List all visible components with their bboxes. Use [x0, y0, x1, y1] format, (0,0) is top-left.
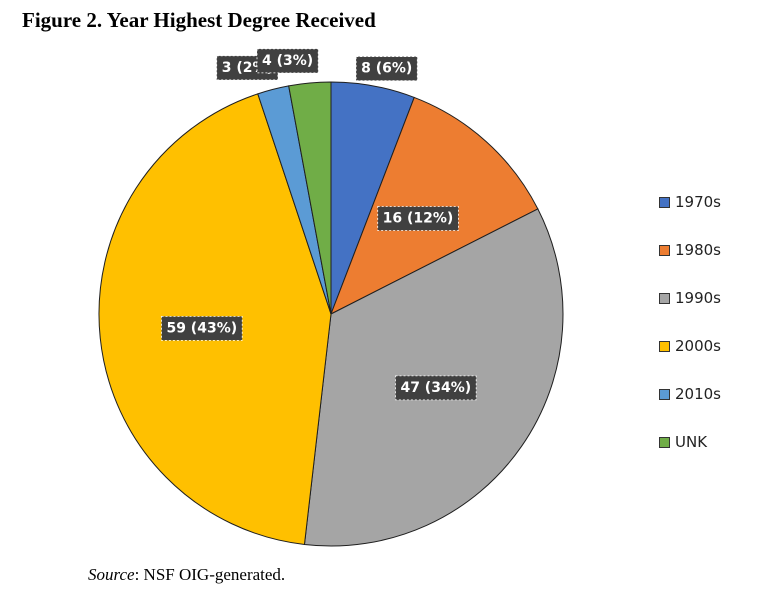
data-labels: 8 (6%)16 (12%)47 (34%)59 (43%)3 (2%)4 (3… — [161, 48, 477, 401]
legend-swatch-1980s — [659, 244, 670, 256]
legend-swatch-1970s — [659, 196, 670, 208]
data-label-box-2000s — [161, 315, 243, 341]
data-label-text-1980s: 16 (12%) — [383, 211, 454, 227]
data-label-box-unk — [256, 48, 319, 74]
data-label-text-1970s: 8 (6%) — [361, 61, 412, 77]
data-label-text-1990s: 47 (34%) — [400, 380, 471, 396]
legend-item-1970s: 1970s — [659, 178, 721, 226]
data-label-text-unk: 4 (3%) — [262, 53, 313, 69]
legend-label-2000s: 2000s — [675, 337, 721, 355]
data-label-2000s: 59 (43%) — [161, 315, 243, 341]
source-note: Source: NSF OIG-generated. — [88, 565, 285, 585]
legend-item-2010s: 2010s — [659, 370, 721, 418]
data-label-1970s: 8 (6%) — [355, 56, 418, 81]
legend-swatch-unk — [659, 436, 670, 448]
legend-swatch-2000s — [659, 340, 670, 352]
legend-swatch-1990s — [659, 292, 670, 304]
source-text: : NSF OIG-generated. — [134, 565, 286, 584]
data-label-box-1980s — [377, 206, 459, 231]
legend-item-1990s: 1990s — [659, 274, 721, 322]
legend-item-unk: UNK — [659, 418, 721, 466]
data-label-1980s: 16 (12%) — [377, 206, 459, 231]
legend: 1970s 1980s 1990s 2000s 2010s UNK — [659, 178, 721, 466]
legend-label-2010s: 2010s — [675, 385, 721, 403]
legend-label-1970s: 1970s — [675, 193, 721, 211]
legend-item-2000s: 2000s — [659, 322, 721, 370]
legend-label-1980s: 1980s — [675, 241, 721, 259]
figure-title: Figure 2. Year Highest Degree Received — [22, 8, 376, 32]
legend-item-1980s: 1980s — [659, 226, 721, 274]
data-label-box-1990s — [395, 375, 477, 401]
pie-slice-unk — [288, 81, 332, 315]
data-label-unk: 4 (3%) — [256, 48, 319, 74]
source-label: Source — [88, 565, 135, 584]
data-label-text-2000s: 59 (43%) — [166, 320, 237, 336]
data-label-box-1970s — [355, 56, 418, 81]
legend-swatch-2010s — [659, 388, 670, 400]
data-label-1990s: 47 (34%) — [395, 375, 477, 401]
legend-label-1990s: 1990s — [675, 289, 721, 307]
legend-label-unk: UNK — [675, 433, 708, 451]
pie-slices — [98, 81, 564, 547]
pie-slice-1980s — [330, 96, 539, 316]
